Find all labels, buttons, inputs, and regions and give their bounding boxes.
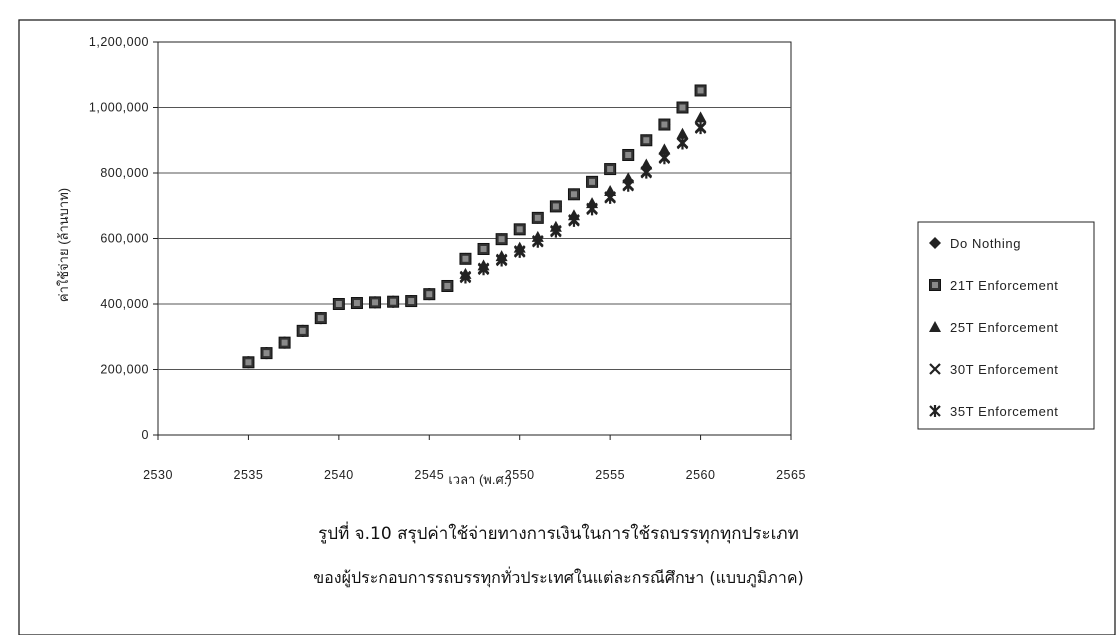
y-tick-label: 200,000	[100, 363, 149, 377]
data-point-square	[495, 233, 508, 246]
x-tick-label: 2540	[324, 468, 354, 482]
data-point-square	[604, 163, 617, 176]
x-axis-title: เวลา (พ.ศ.)	[448, 472, 511, 487]
data-point-square	[658, 118, 671, 131]
figure-caption-line-1: รูปที่ จ.10 สรุปค่าใช้จ่ายทางการเงินในกา…	[318, 524, 799, 544]
x-tick-label: 2555	[595, 468, 625, 482]
x-tick-label: 2535	[234, 468, 264, 482]
data-point-square	[459, 252, 472, 265]
data-point-square	[477, 242, 490, 255]
data-point-triangle	[658, 143, 671, 155]
data-point-triangle	[604, 185, 617, 197]
data-point-square	[260, 347, 273, 360]
legend-label: 30T Enforcement	[950, 362, 1058, 377]
legend-marker-diamond	[929, 237, 941, 249]
data-point-square	[278, 336, 291, 349]
data-point-square	[314, 312, 327, 325]
data-point-square	[567, 188, 580, 201]
data-point-triangle	[586, 197, 599, 209]
y-tick-label: 800,000	[100, 166, 149, 180]
data-point-square	[586, 175, 599, 188]
x-tick-label: 2565	[776, 468, 806, 482]
data-point-square	[640, 134, 653, 147]
legend-label: 25T Enforcement	[950, 320, 1058, 335]
data-markers	[242, 84, 707, 369]
legend-label: Do Nothing	[950, 236, 1021, 251]
legend-marker-square	[929, 279, 941, 291]
data-point-triangle	[477, 259, 490, 271]
data-point-square	[405, 295, 418, 308]
y-tick-label: 0	[142, 428, 149, 442]
data-point-square	[531, 211, 544, 224]
x-tick-label: 2550	[505, 468, 535, 482]
x-tick-label: 2530	[143, 468, 173, 482]
data-point-triangle	[622, 172, 635, 184]
legend-box	[917, 221, 1095, 430]
data-point-triangle	[459, 267, 472, 279]
data-point-square	[513, 223, 526, 236]
x-tick-label: 2545	[414, 468, 444, 482]
legend-marker-x	[929, 363, 941, 375]
data-point-triangle	[531, 230, 544, 242]
data-point-square	[242, 356, 255, 369]
data-point-square	[387, 295, 400, 308]
figure-caption-line-2: ของผู้ประกอบการรถบรรทุกทั่วประเทศในแต่ละ…	[313, 568, 804, 587]
y-tick-label: 1,200,000	[89, 35, 149, 49]
data-point-triangle	[567, 209, 580, 221]
y-tick-label: 400,000	[100, 297, 149, 311]
y-axis-title: ค่าใช้จ่าย (ล้านบาท)	[56, 188, 71, 302]
x-axis: 2530 2535 2540 2545 2550 2555 2560 2565	[143, 435, 806, 482]
x-tick-label: 2560	[686, 468, 716, 482]
data-point-square	[549, 200, 562, 213]
data-point-square	[296, 324, 309, 337]
legend-label: 35T Enforcement	[950, 404, 1058, 419]
legend-marker-star	[929, 405, 941, 417]
y-tick-label: 1,000,000	[89, 101, 149, 115]
data-point-triangle	[694, 111, 707, 123]
data-point-square	[350, 297, 363, 310]
data-point-square	[332, 298, 345, 310]
data-point-square	[622, 148, 635, 161]
data-point-x	[676, 136, 689, 149]
data-point-square	[369, 296, 382, 309]
data-point-triangle	[676, 127, 689, 139]
data-point-square	[676, 101, 689, 114]
legend-marker-triangle	[929, 321, 941, 332]
y-axis: 0 200,000 400,000 600,000 800,000 1,000,000 1,…	[89, 35, 158, 442]
data-point-x	[694, 121, 707, 133]
legend-label: 21T Enforcement	[950, 278, 1058, 293]
data-point-triangle	[495, 250, 508, 262]
gridlines	[158, 107, 791, 370]
data-point-square	[423, 288, 436, 301]
data-point-square	[441, 279, 454, 292]
data-point-triangle	[640, 158, 653, 170]
data-point-square	[694, 84, 707, 97]
y-tick-label: 600,000	[100, 232, 149, 246]
data-point-triangle	[513, 241, 526, 253]
legend: Do Nothing 21T Enforcement 25T Enforcement…	[929, 236, 1058, 419]
data-point-triangle	[549, 220, 562, 232]
